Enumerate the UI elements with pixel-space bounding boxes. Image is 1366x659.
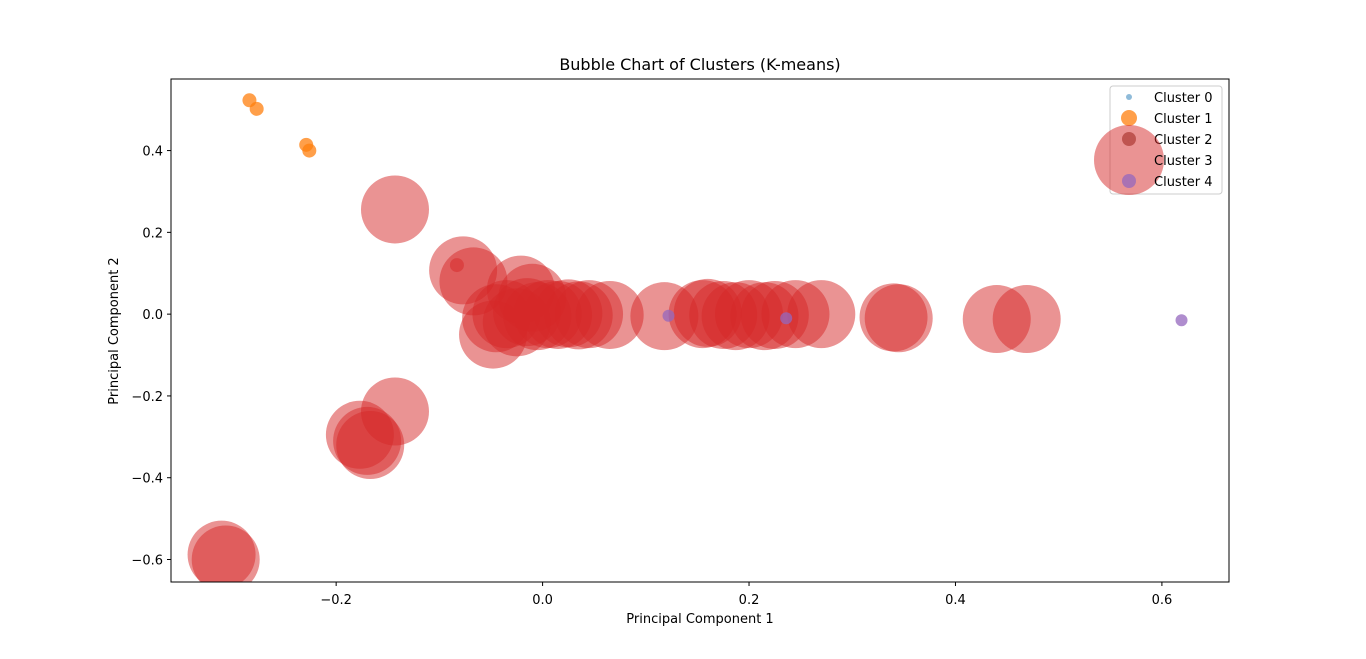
bubble-cluster-1-1	[249, 101, 264, 116]
bubble-cluster-4-2	[1175, 314, 1188, 327]
x-axis: −0.2 0.0 0.2 0.4 0.6	[320, 582, 1172, 608]
legend-marker-0	[1126, 94, 1132, 100]
bubble-cluster-4-0	[662, 309, 675, 322]
y-tick-label: −0.4	[131, 472, 163, 487]
x-tick-label: 0.4	[945, 593, 966, 608]
legend-marker-3	[1094, 125, 1164, 195]
legend-label-0: Cluster 0	[1154, 91, 1213, 106]
y-tick-label: 0.0	[142, 308, 163, 323]
x-tick-label: 0.0	[532, 593, 553, 608]
y-axis: −0.6 −0.4 −0.2 0.0 0.2 0.4	[131, 145, 171, 569]
legend-label-4: Cluster 4	[1154, 175, 1213, 190]
x-axis-label: Principal Component 1	[626, 612, 773, 627]
y-tick-label: 0.4	[142, 145, 163, 160]
y-axis-label: Principal Component 2	[107, 257, 122, 404]
bubble-cluster-3-30	[992, 285, 1061, 354]
plot-area-frame	[170, 78, 1230, 583]
bubble-cluster-3-0	[360, 175, 429, 244]
legend-marker-1	[1121, 110, 1137, 126]
legend-label-3: Cluster 3	[1154, 154, 1213, 169]
bubble-cluster-3-16	[575, 280, 644, 349]
y-tick-label: −0.2	[131, 390, 163, 405]
legend-label-2: Cluster 2	[1154, 133, 1213, 148]
legend: Cluster 0 Cluster 1 Cluster 2 Cluster 3 Clus…	[1094, 85, 1223, 195]
legend-label-1: Cluster 1	[1154, 112, 1213, 127]
bubble-cluster-4-1	[780, 312, 793, 325]
x-tick-label: 0.2	[739, 593, 760, 608]
data-points	[187, 93, 1188, 582]
bubble-cluster-3-28	[864, 284, 933, 353]
y-tick-label: 0.2	[142, 226, 163, 241]
legend-marker-4	[1122, 174, 1136, 188]
bubble-cluster-3-36	[191, 525, 260, 582]
bubble-cluster-3-34	[336, 411, 405, 480]
x-tick-label: −0.2	[320, 593, 352, 608]
chart-title: Bubble Chart of Clusters (K-means)	[559, 55, 840, 74]
bubble-cluster-3-37	[449, 258, 464, 273]
y-tick-label: −0.6	[131, 554, 163, 569]
bubble-cluster-3-26	[787, 280, 856, 349]
bubble-cluster-1-3	[302, 143, 317, 158]
x-tick-label: 0.6	[1152, 593, 1173, 608]
